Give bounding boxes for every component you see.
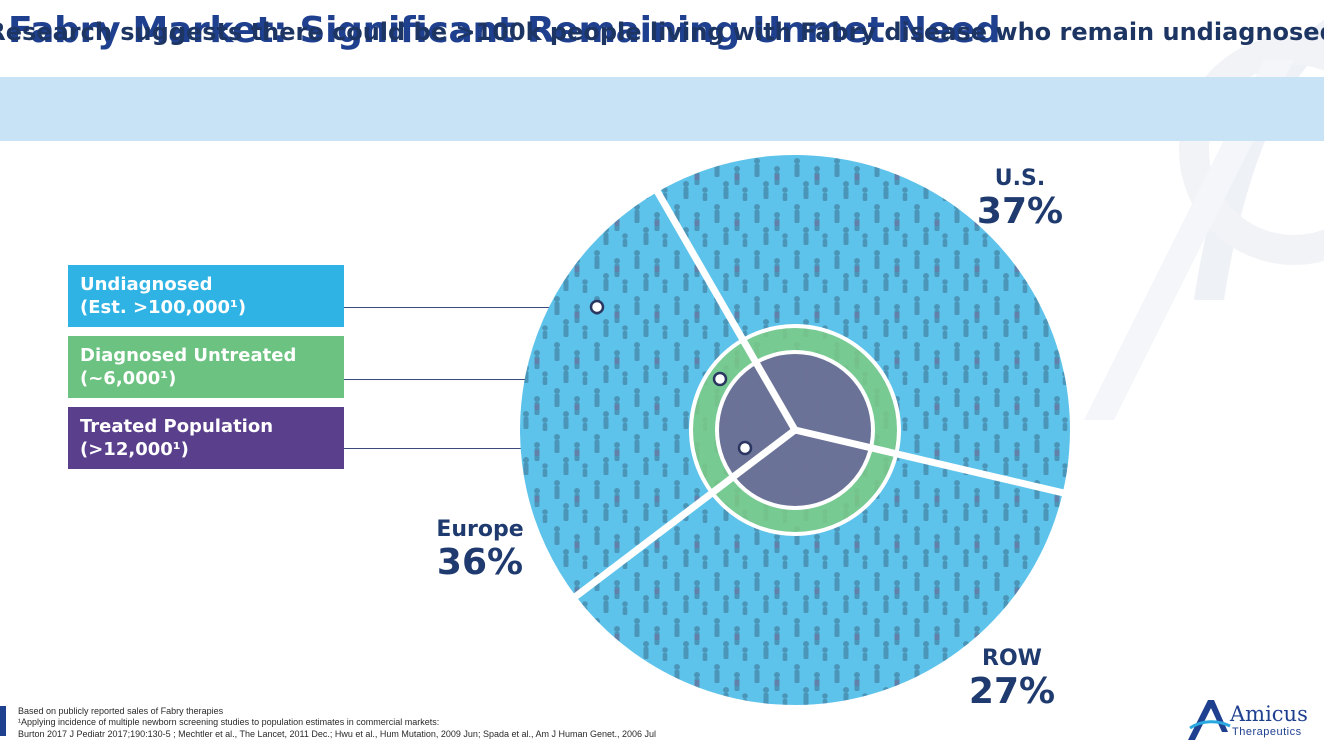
slice-divider bbox=[652, 186, 799, 432]
headline-banner-text: Research suggests there could be >100k p… bbox=[0, 18, 1324, 46]
legend-undiagnosed-label: Undiagnosed bbox=[80, 274, 213, 295]
region-europe-label: Europe 36% bbox=[420, 517, 540, 583]
marker-undiagnosed bbox=[589, 299, 605, 315]
pie-slice-us-crowd bbox=[657, 155, 1070, 493]
background-swoosh bbox=[1084, 20, 1324, 420]
region-europe-pct: 36% bbox=[436, 542, 524, 583]
page-title: Fabry Market: Significant Remaining Unme… bbox=[8, 10, 1001, 51]
slice-divider bbox=[570, 427, 798, 602]
legend-diagnosed-untreated-label: Diagnosed Untreated bbox=[80, 345, 297, 366]
region-us-label: U.S. 37% bbox=[970, 166, 1070, 232]
region-us-name: U.S. bbox=[994, 166, 1046, 191]
connector-undiagnosed bbox=[344, 307, 597, 308]
legend-treated-population-count: (>12,000¹) bbox=[80, 439, 189, 460]
region-europe-name: Europe bbox=[436, 517, 524, 542]
market-pie-chart bbox=[520, 155, 1070, 705]
legend-treated-population: Treated Population (>12,000¹) bbox=[68, 407, 344, 469]
legend-treated-population-label: Treated Population bbox=[80, 416, 274, 437]
region-row-pct: 27% bbox=[968, 671, 1056, 712]
footnote-line-2: ¹Applying incidence of multiple newborn … bbox=[18, 717, 440, 727]
legend-undiagnosed: Undiagnosed (Est. >100,000¹) bbox=[68, 265, 344, 327]
headline-banner bbox=[0, 77, 1324, 141]
marker-diagnosed-untreated bbox=[712, 371, 728, 387]
amicus-logo-icon bbox=[1188, 700, 1231, 740]
marker-treated-population bbox=[737, 440, 753, 456]
region-row-name: ROW bbox=[982, 646, 1042, 671]
legend-undiagnosed-count: (Est. >100,000¹) bbox=[80, 297, 247, 318]
legend-diagnosed-untreated: Diagnosed Untreated (~6,000¹) bbox=[68, 336, 344, 398]
pie-slice-row-crowd bbox=[520, 191, 795, 597]
logo-tagline: Therapeutics bbox=[1232, 726, 1302, 738]
slice-divider bbox=[794, 426, 1068, 498]
pie-slice-europe-crowd bbox=[575, 430, 1063, 705]
footnote-line-1: Based on publicly reported sales of Fabr… bbox=[18, 706, 224, 716]
legend-diagnosed-untreated-count: (~6,000¹) bbox=[80, 368, 177, 389]
footnote-line-3: Burton 2017 J Pediatr 2017;190:130-5 ; M… bbox=[18, 729, 657, 739]
region-row-label: ROW 27% bbox=[962, 646, 1062, 712]
footnote-accent-bar bbox=[0, 706, 6, 736]
logo-name: Amicus bbox=[1230, 702, 1308, 726]
region-us-pct: 37% bbox=[976, 191, 1064, 232]
